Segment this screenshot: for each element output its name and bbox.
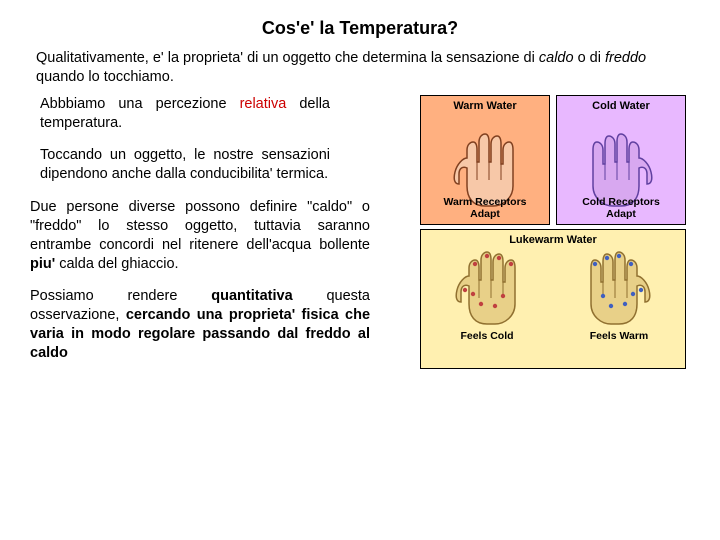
panels-top-row: Warm Water Warm ReceptorsAdapt Cold Wate…: [420, 95, 690, 225]
panel-lukewarm-label-top: Lukewarm Water: [421, 234, 685, 246]
panel-cold-label-bottom: Cold ReceptorsAdapt: [557, 196, 685, 220]
slide-title: Cos'e' la Temperatura?: [0, 0, 720, 49]
hand-icon: [583, 246, 655, 326]
paragraph-2: Toccando un oggetto, le nostre sensazion…: [40, 146, 330, 184]
hand-icon: [451, 246, 523, 326]
panel-cold: Cold Water Cold ReceptorsAdapt: [556, 95, 686, 225]
panel-warm-label-top: Warm Water: [453, 100, 516, 112]
lukewarm-right-label: Feels Warm: [590, 330, 649, 342]
lukewarm-left: Feels Cold: [421, 246, 553, 342]
lukewarm-right: Feels Warm: [553, 246, 685, 342]
panel-lukewarm: Lukewarm Water Feels Cold Feels Warm: [420, 229, 686, 369]
right-column: Warm Water Warm ReceptorsAdapt Cold Wate…: [420, 95, 690, 377]
content-area: Abbbiamo una percezione relativa della t…: [0, 95, 720, 377]
lukewarm-left-label: Feels Cold: [460, 330, 513, 342]
paragraph-4: Possiamo rendere quantitativa questa oss…: [30, 287, 370, 362]
paragraph-1: Abbbiamo una percezione relativa della t…: [40, 95, 330, 133]
left-column: Abbbiamo una percezione relativa della t…: [30, 95, 420, 377]
paragraph-3: Due persone diverse possono definire "ca…: [30, 198, 370, 273]
panel-warm-label-bottom: Warm ReceptorsAdapt: [421, 196, 549, 220]
panel-cold-label-top: Cold Water: [592, 100, 650, 112]
panel-warm: Warm Water Warm ReceptorsAdapt: [420, 95, 550, 225]
intro-paragraph: Qualitativamente, e' la proprieta' di un…: [0, 49, 720, 95]
